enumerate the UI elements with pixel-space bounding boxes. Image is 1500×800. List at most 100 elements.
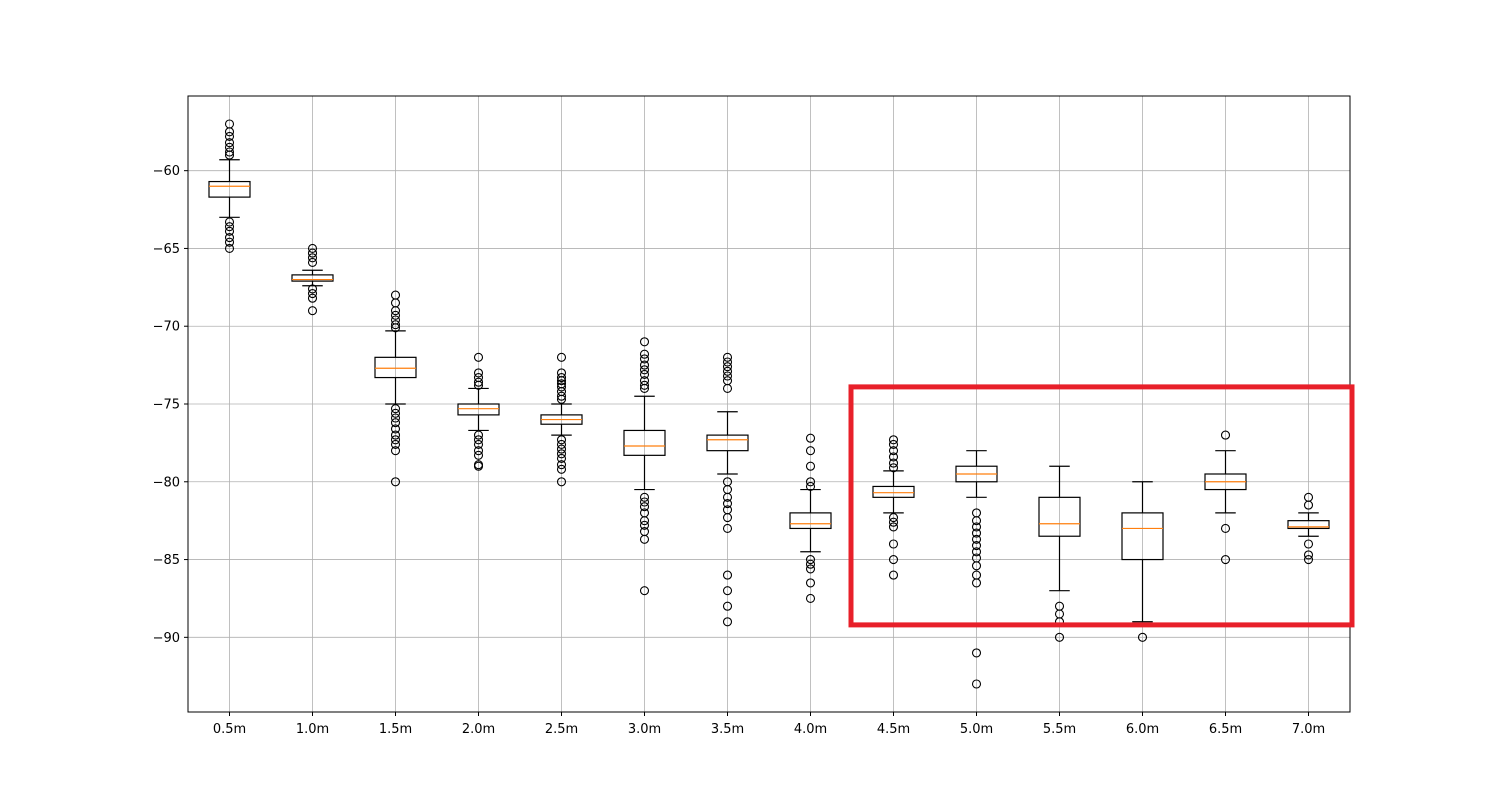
outlier-point (390, 404, 401, 414)
outlier-point (390, 408, 401, 418)
y-tick-label: −70 (153, 320, 180, 335)
outlier-point (639, 337, 650, 347)
outlier-point (888, 435, 899, 445)
outlier-point (805, 559, 816, 569)
outlier-point (1054, 632, 1065, 642)
outlier-point (556, 460, 567, 470)
outlier-point (805, 593, 816, 603)
outlier-point (639, 360, 650, 370)
outlier-point (473, 368, 484, 378)
box-5.0m (955, 450, 998, 689)
outlier-point (722, 523, 733, 533)
outlier-point (224, 237, 235, 247)
outlier-point (639, 497, 650, 507)
y-tick-label: −65 (153, 242, 180, 257)
outlier-point (971, 534, 982, 544)
outlier-point (307, 306, 318, 316)
outlier-point (390, 418, 401, 428)
iqr-box (1121, 512, 1164, 561)
outlier-point (971, 578, 982, 588)
outlier-point (307, 284, 318, 294)
outlier-point (888, 555, 899, 565)
outlier-point (639, 369, 650, 379)
outlier-point (1303, 555, 1314, 565)
x-tick-label: 0.5m (213, 722, 246, 737)
outlier-point (307, 257, 318, 267)
iqr-box (1287, 520, 1330, 530)
x-tick-label: 2.0m (462, 722, 495, 737)
y-tick-label: −85 (153, 553, 180, 568)
outlier-point (639, 349, 650, 359)
outlier-point (639, 383, 650, 393)
box-7.0m (1287, 492, 1330, 565)
outlier-point (390, 439, 401, 449)
outlier-point (556, 376, 567, 386)
box-6.5m (1204, 430, 1247, 565)
outlier-point (390, 430, 401, 440)
box-4.0m (789, 433, 832, 603)
iqr-box (374, 356, 417, 379)
outlier-point (971, 679, 982, 689)
box-1.5m (374, 290, 417, 487)
outlier-point (971, 547, 982, 557)
outlier-point (390, 413, 401, 423)
outlier-point (556, 444, 567, 454)
x-tick-label: 7.0m (1292, 722, 1325, 737)
y-tick-label: −60 (153, 164, 180, 179)
outlier-point (1220, 430, 1231, 440)
outlier-point (224, 127, 235, 137)
outlier-point (971, 522, 982, 532)
outlier-point (971, 528, 982, 538)
x-tick-label: 5.0m (960, 722, 993, 737)
outlier-point (888, 452, 899, 462)
outlier-point (639, 502, 650, 512)
outlier-point (722, 357, 733, 367)
y-tick-label: −80 (153, 475, 180, 490)
iqr-box (623, 429, 666, 456)
outlier-point (639, 365, 650, 375)
outlier-point (888, 463, 899, 473)
outlier-point (888, 446, 899, 456)
outlier-point (971, 648, 982, 658)
outlier-point (473, 377, 484, 387)
outlier-point (805, 481, 816, 491)
outlier-point (1137, 632, 1148, 642)
outlier-point (722, 499, 733, 509)
x-tick-label: 6.5m (1209, 722, 1242, 737)
outlier-point (888, 570, 899, 580)
outlier-point (971, 516, 982, 526)
outlier-point (224, 226, 235, 236)
outlier-point (390, 323, 401, 333)
outlier-point (805, 446, 816, 456)
outlier-point (224, 150, 235, 160)
outlier-point (888, 458, 899, 468)
outlier-point (307, 293, 318, 303)
box-2.5m (540, 352, 583, 487)
outlier-point (556, 382, 567, 392)
outlier-point (473, 435, 484, 445)
x-tick-label: 1.5m (379, 722, 412, 737)
outlier-point (805, 477, 816, 487)
outlier-point (888, 522, 899, 532)
box-1.0m (291, 243, 334, 316)
x-tick-label: 6.0m (1126, 722, 1159, 737)
boxes-layer (208, 119, 1330, 689)
outlier-point (971, 541, 982, 551)
outlier-point (805, 461, 816, 471)
outlier-point (390, 477, 401, 487)
outlier-point (805, 555, 816, 565)
x-tick-label: 3.0m (628, 722, 661, 737)
outlier-point (556, 391, 567, 401)
outlier-point (390, 310, 401, 320)
outlier-point (722, 383, 733, 393)
outlier-point (971, 561, 982, 571)
outlier-point (556, 464, 567, 474)
outlier-point (722, 492, 733, 502)
x-tick-label: 4.5m (877, 722, 910, 737)
iqr-box (789, 512, 832, 530)
outlier-point (722, 601, 733, 611)
outlier-point (473, 439, 484, 449)
outlier-point (473, 352, 484, 362)
outlier-point (639, 586, 650, 596)
